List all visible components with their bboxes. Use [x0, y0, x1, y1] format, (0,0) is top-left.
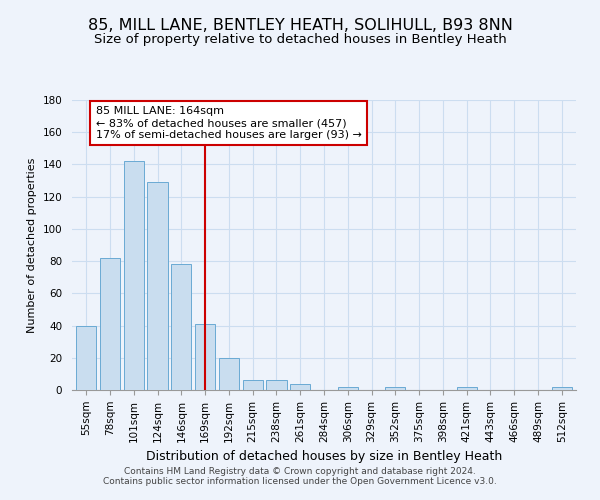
Bar — [171, 264, 191, 390]
Y-axis label: Number of detached properties: Number of detached properties — [27, 158, 37, 332]
Text: Contains HM Land Registry data © Crown copyright and database right 2024.: Contains HM Land Registry data © Crown c… — [124, 467, 476, 476]
Bar — [124, 161, 144, 390]
Text: Size of property relative to detached houses in Bentley Heath: Size of property relative to detached ho… — [94, 32, 506, 46]
Text: 85, MILL LANE, BENTLEY HEATH, SOLIHULL, B93 8NN: 85, MILL LANE, BENTLEY HEATH, SOLIHULL, … — [88, 18, 512, 32]
Bar — [76, 326, 97, 390]
Bar — [242, 380, 263, 390]
Bar — [148, 182, 167, 390]
Bar — [385, 387, 406, 390]
Bar — [551, 387, 572, 390]
Bar — [338, 387, 358, 390]
X-axis label: Distribution of detached houses by size in Bentley Heath: Distribution of detached houses by size … — [146, 450, 502, 463]
Bar — [457, 387, 477, 390]
Bar — [290, 384, 310, 390]
Bar — [219, 358, 239, 390]
Text: 85 MILL LANE: 164sqm
← 83% of detached houses are smaller (457)
17% of semi-deta: 85 MILL LANE: 164sqm ← 83% of detached h… — [96, 106, 362, 140]
Text: Contains public sector information licensed under the Open Government Licence v3: Contains public sector information licen… — [103, 477, 497, 486]
Bar — [100, 258, 120, 390]
Bar — [195, 324, 215, 390]
Bar — [266, 380, 287, 390]
